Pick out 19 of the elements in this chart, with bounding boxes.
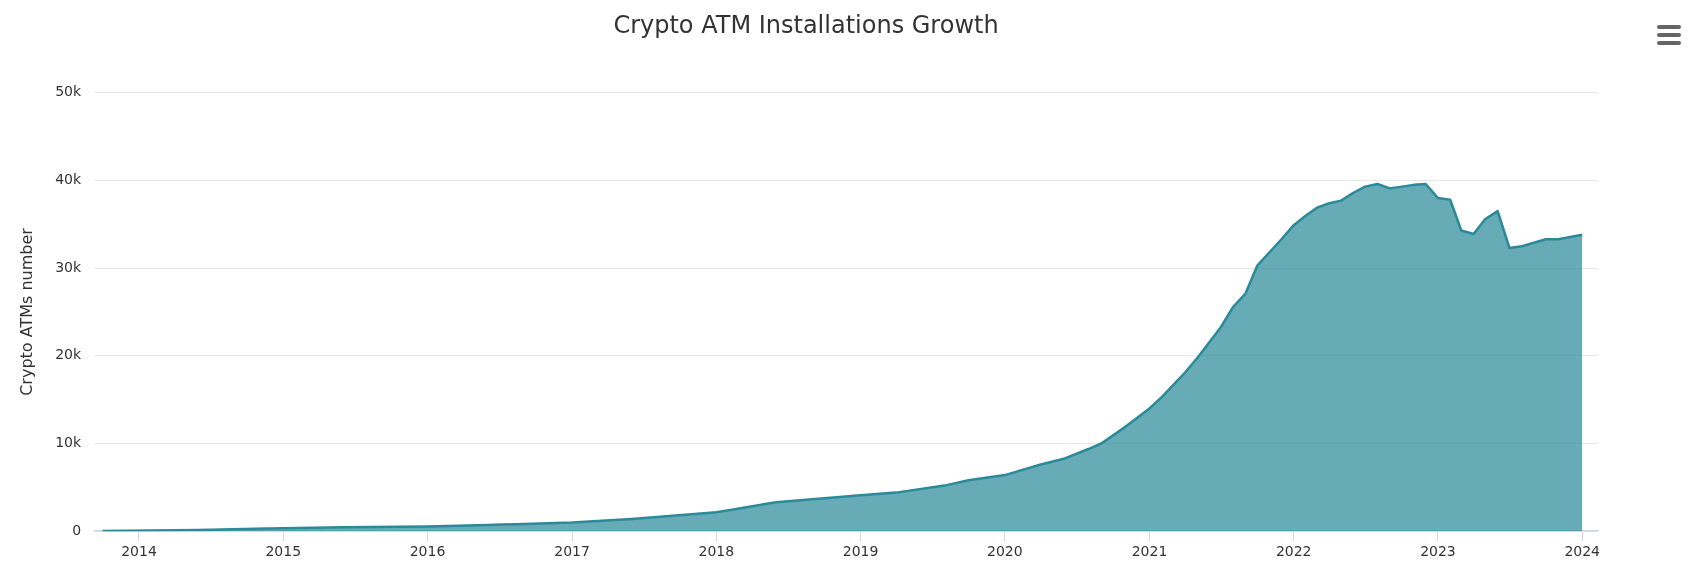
y-tick-label: 20k [55, 346, 83, 363]
y-tick-label: 40k [55, 171, 83, 188]
y-tick-label: 0 [72, 521, 82, 538]
chart-title: Crypto ATM Installations Growth [613, 10, 999, 39]
y-tick-label: 10k [55, 434, 83, 451]
x-tick-label: 2018 [698, 543, 735, 560]
x-tick-label: 2021 [1131, 543, 1168, 560]
x-tick-label: 2016 [409, 543, 446, 560]
y-tick-label: 30k [55, 258, 83, 275]
x-tick-label: 2024 [1564, 543, 1601, 560]
x-tick-label: 2020 [987, 543, 1023, 560]
x-tick-label: 2015 [265, 543, 302, 560]
x-tick-label: 2014 [121, 543, 157, 560]
x-tick-label: 2017 [554, 543, 590, 560]
x-tick-label: 2022 [1275, 543, 1312, 560]
y-tick-label: 50k [55, 83, 83, 100]
y-axis-title: Crypto ATMs number [16, 227, 36, 396]
x-tick-label: 2019 [842, 543, 879, 560]
x-tick-label: 2023 [1420, 543, 1456, 560]
